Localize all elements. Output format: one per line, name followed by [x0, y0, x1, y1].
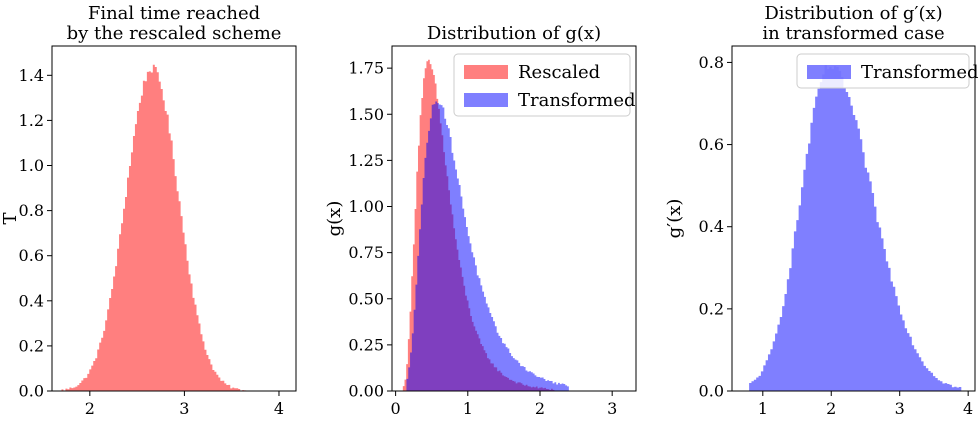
axes-frame-3 [731, 45, 976, 392]
y-tick-label-2-7: 1.50 [348, 105, 384, 124]
x-tick-label-1-2: 3 [179, 399, 189, 418]
y-tick-label-1-1: 0.0 [19, 382, 44, 401]
y-axis-label-3: g′(x) [664, 199, 685, 239]
y-axis-label-2: g(x) [324, 201, 345, 237]
y-tick-label-1-3: 0.4 [19, 291, 44, 310]
legend-box-3 [796, 53, 970, 89]
legend-label-3-1: Transformed [861, 62, 979, 83]
chart-title-2-line-1: Distribution of g(x) [427, 23, 601, 44]
y-tick-label-2-1: 0.00 [348, 382, 384, 401]
chart-title-1-line-2: by the rescaled scheme [67, 23, 282, 44]
chart-title-3-line-1: Distribution of g′(x) [764, 3, 942, 24]
y-tick-label-2-4: 0.75 [348, 243, 384, 262]
axes-frame-2 [391, 45, 637, 392]
y-tick-label-2-3: 0.50 [348, 289, 384, 308]
legend-label-2-1: Rescaled [518, 62, 600, 83]
y-tick-label-1-8: 1.4 [19, 66, 44, 85]
y-tick-label-1-5: 0.8 [19, 201, 44, 220]
y-tick-label-3-4: 0.6 [699, 135, 724, 154]
legend-swatch-2-1 [464, 65, 508, 79]
y-tick-label-2-5: 1.00 [348, 197, 384, 216]
y-tick-label-1-7: 1.2 [19, 111, 44, 130]
y-tick-label-2-6: 1.25 [348, 151, 384, 170]
legend-label-2-2: Transformed [518, 90, 636, 111]
y-tick-label-3-2: 0.2 [699, 299, 724, 318]
legend-swatch-3-1 [807, 65, 851, 79]
y-tick-label-3-5: 0.8 [699, 53, 724, 72]
y-tick-label-2-8: 1.75 [348, 59, 384, 78]
y-tick-label-1-2: 0.2 [19, 336, 44, 355]
y-tick-label-1-6: 1.0 [19, 156, 44, 175]
chart-title-1-line-1: Final time reached [88, 3, 260, 24]
y-tick-label-3-1: 0.0 [699, 382, 724, 401]
x-tick-label-2-4: 3 [607, 399, 617, 418]
histogram-bars-1-1 [61, 64, 249, 391]
axes-frame-1 [51, 45, 297, 392]
x-tick-label-2-1: 0 [391, 399, 401, 418]
histogram-bars-2-2 [406, 101, 569, 391]
x-tick-label-1-1: 2 [85, 399, 95, 418]
x-tick-label-2-2: 1 [463, 399, 473, 418]
x-tick-label-2-3: 2 [535, 399, 545, 418]
x-tick-label-3-3: 3 [895, 399, 905, 418]
y-axis-label-1: T [0, 212, 21, 224]
legend-swatch-2-2 [464, 93, 508, 107]
x-tick-label-3-2: 2 [826, 399, 836, 418]
x-tick-label-3-4: 4 [963, 399, 973, 418]
y-tick-label-1-4: 0.6 [19, 246, 44, 265]
chart-title-3-line-2: in transformed case [762, 23, 944, 44]
y-tick-label-2-2: 0.25 [348, 335, 384, 354]
x-tick-label-3-1: 1 [758, 399, 768, 418]
x-tick-label-1-3: 4 [274, 399, 284, 418]
y-tick-label-3-3: 0.4 [699, 217, 724, 236]
histogram-bars-3-1 [749, 65, 962, 392]
